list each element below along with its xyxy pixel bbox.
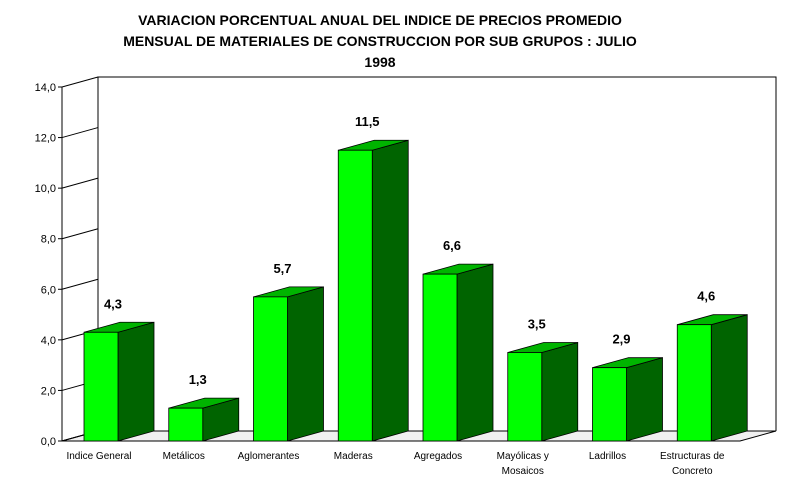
x-category-label: Agregados: [414, 451, 462, 462]
x-category-label: Ladrillos: [589, 451, 626, 462]
bar-side: [371, 139, 409, 442]
y-tick-label: 12,0: [35, 133, 56, 145]
x-category-label: Maderas: [334, 451, 373, 462]
y-tick-depth: [61, 278, 99, 290]
y-tick-depth: [61, 177, 99, 189]
back-wall: [61, 76, 777, 442]
x-category-label: Indice General: [66, 451, 131, 462]
bar: [337, 149, 373, 442]
data-label: 4,6: [697, 289, 715, 304]
data-label: 4,3: [104, 296, 122, 311]
chart-title: VARIACION PORCENTUAL ANUAL DEL INDICE DE…: [0, 10, 760, 73]
bar-side: [626, 357, 663, 442]
bar-side: [287, 286, 324, 442]
bar: [83, 331, 119, 442]
bar-side: [117, 321, 155, 442]
bar-side: [710, 314, 748, 442]
y-tick-label: 4,0: [41, 335, 56, 347]
x-category-label: Mosaicos: [502, 466, 544, 477]
y-tick-label: 6,0: [41, 284, 56, 296]
x-category-label: Aglomerantes: [238, 451, 300, 462]
x-category-label: Concreto: [672, 466, 713, 477]
bar-side: [541, 341, 579, 442]
x-category-label: Estructuras de: [660, 451, 725, 462]
x-category-label: Metálicos: [163, 451, 205, 462]
y-tick-label: 2,0: [41, 385, 56, 397]
data-label: 5,7: [273, 261, 291, 276]
x-category-label: Mayólicas y: [497, 451, 549, 462]
bar-side: [456, 263, 494, 442]
y-tick-label: 14,0: [35, 82, 56, 94]
data-label: 6,6: [443, 238, 461, 253]
bar: [253, 296, 288, 442]
bar: [676, 324, 712, 442]
chart-title-line-1: VARIACION PORCENTUAL ANUAL DEL INDICE DE…: [138, 12, 622, 28]
y-tick-depth: [61, 76, 99, 88]
y-tick-label: 10,0: [35, 183, 56, 195]
data-label: 11,5: [355, 114, 380, 129]
y-tick-label: 0,0: [41, 436, 56, 448]
bar: [507, 352, 543, 442]
data-label: 2,9: [612, 332, 630, 347]
y-tick-depth: [61, 228, 99, 240]
y-tick-depth: [61, 127, 99, 139]
y-tick-label: 8,0: [41, 234, 56, 246]
chart-title-line-2: MENSUAL DE MATERIALES DE CONSTRUCCION PO…: [123, 33, 637, 49]
data-label: 1,3: [189, 372, 207, 387]
bar: [168, 407, 204, 442]
bar: [592, 367, 627, 442]
data-label: 3,5: [528, 317, 546, 332]
bar: [422, 273, 458, 442]
chart-title-line-3: 1998: [364, 54, 396, 70]
